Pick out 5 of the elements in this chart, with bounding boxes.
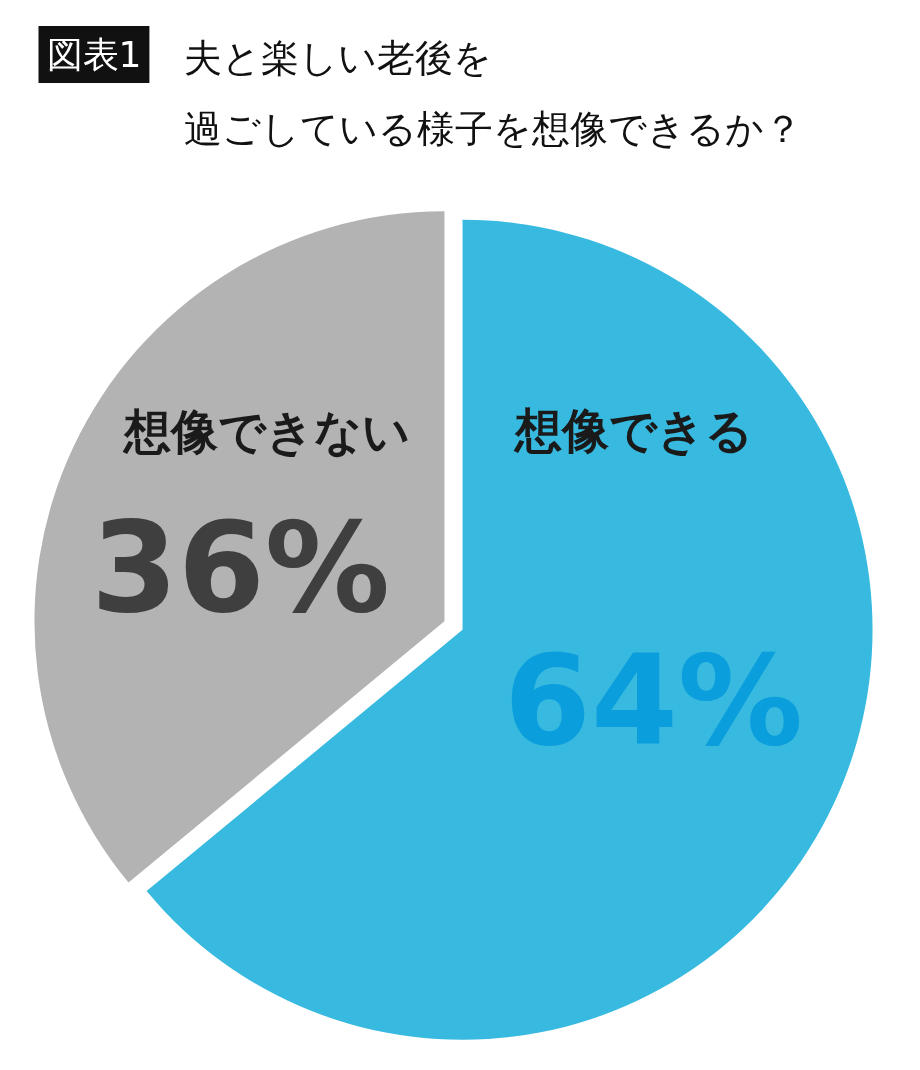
text: 図表1 — [46, 34, 142, 75]
slice-label: 想像できる — [512, 403, 753, 458]
data-label: 36% — [90, 495, 391, 640]
slice-label: 想像できない — [121, 404, 410, 459]
chart-title: 夫と楽しい老後を過ごしている様子を想像できるか？ — [183, 35, 802, 151]
